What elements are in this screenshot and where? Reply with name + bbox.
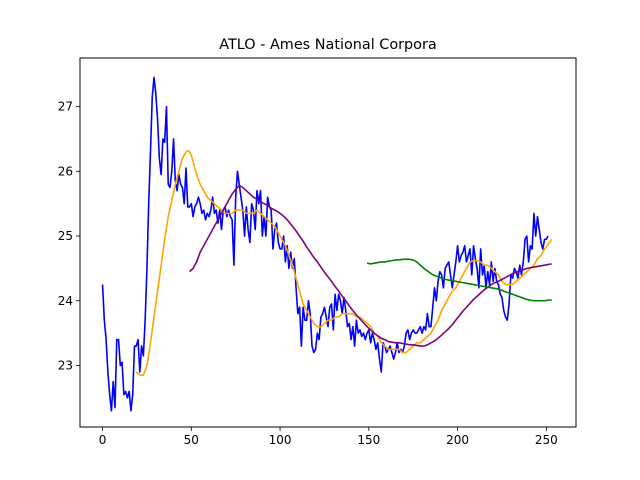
x-tick-label: 0 <box>99 433 107 447</box>
plot-frame <box>79 57 577 428</box>
series-line-4 <box>366 258 552 302</box>
y-tick-label: 24 <box>58 294 73 308</box>
series-line-3 <box>188 184 552 347</box>
y-tick-label: 25 <box>58 229 73 243</box>
x-tick-label: 250 <box>535 433 558 447</box>
chart-title: ATLO - Ames National Corpora <box>219 37 436 53</box>
y-tick-label: 26 <box>58 164 73 178</box>
x-tick-label: 50 <box>184 433 199 447</box>
x-tick-label: 100 <box>269 433 292 447</box>
y-tick-label: 23 <box>58 359 73 373</box>
y-axis: 23 24 25 26 27 <box>58 100 80 373</box>
x-tick-label: 200 <box>446 433 469 447</box>
x-tick-label: 150 <box>357 433 380 447</box>
series-line-1 <box>101 76 549 412</box>
x-axis: 0 50 100 150 200 250 <box>99 427 558 447</box>
series-layer <box>101 76 553 412</box>
series-line-2 <box>135 149 553 377</box>
y-tick-label: 27 <box>58 100 73 114</box>
